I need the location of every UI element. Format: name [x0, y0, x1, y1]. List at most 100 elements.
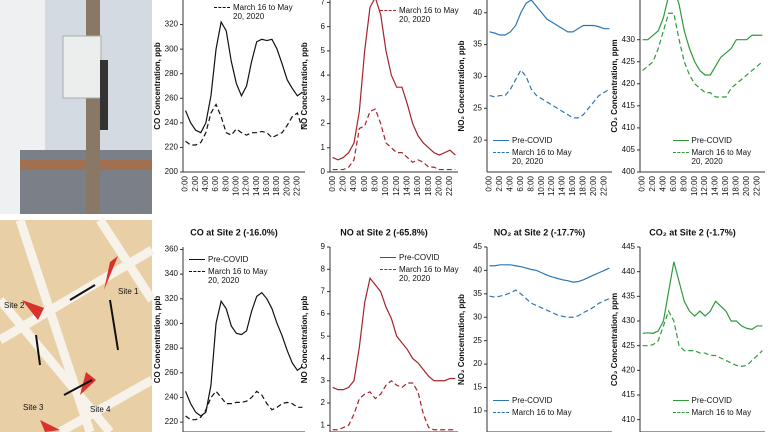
legend-entry: Pre-COVID — [672, 396, 753, 405]
x-tick-label: 8:00 — [370, 175, 379, 191]
legend-swatch — [214, 7, 230, 8]
y-tick-label: 280 — [165, 343, 179, 352]
chart-title: CO at Site 2 (-16.0%) — [190, 227, 278, 237]
legend-label: Pre-COVID — [208, 255, 249, 264]
x-tick-label: 20:00 — [434, 175, 443, 196]
y-tick-label: 220 — [165, 417, 179, 426]
legend-label: March 16 to May 20, 2020 — [399, 265, 459, 283]
y-tick-label: 320 — [165, 20, 179, 29]
legend-entry: Pre-COVID — [189, 255, 269, 264]
legend-label: Pre-COVID — [691, 136, 732, 145]
y-tick-label: 300 — [165, 319, 179, 328]
y-tick-label: 6 — [321, 22, 326, 31]
x-tick-label: 20:00 — [589, 175, 598, 196]
data-line — [332, 108, 456, 171]
legend-entry: March 16 to May 20, 2020 — [214, 3, 294, 21]
x-tick-label: 18:00 — [424, 175, 433, 196]
legend-entry: March 16 to May 20, 2020 — [493, 148, 573, 166]
y-tick-label: 9 — [321, 242, 326, 251]
y-tick-label: 260 — [165, 368, 179, 377]
x-tick-label: 8:00 — [526, 175, 535, 191]
x-tick-label: 20:00 — [742, 175, 751, 196]
legend: Pre-COVID March 16 to May 20, 2020 — [672, 136, 753, 169]
site-label: Site 4 — [90, 405, 111, 414]
legend-label: March 16 to May — [691, 408, 752, 417]
site-label: Site 1 — [118, 287, 139, 296]
legend-swatch — [493, 412, 509, 413]
x-tick-label: 10:00 — [231, 175, 240, 196]
y-tick-label: 3 — [321, 376, 326, 385]
y-tick-label: 20 — [473, 359, 482, 368]
x-tick-label: 2:00 — [338, 175, 347, 191]
y-tick-label: 7 — [321, 0, 326, 7]
y-tick-label: 30 — [473, 72, 482, 81]
y-tick-label: 200 — [165, 167, 179, 176]
y-tick-label: 410 — [622, 415, 636, 424]
x-tick-label: 4:00 — [659, 175, 668, 191]
x-tick-label: 0:00 — [181, 175, 190, 191]
legend: March 16 to May 20, 2020 — [380, 6, 460, 27]
legend-label: March 16 to May 20, 2020 — [399, 6, 459, 24]
legend-entry: Pre-COVID — [493, 136, 573, 145]
legend-label: Pre-COVID — [399, 253, 440, 262]
site-label: Site 3 — [23, 403, 44, 412]
y-tick-label: 45 — [473, 242, 482, 251]
legend-label: Pre-COVID — [512, 136, 553, 145]
data-line — [185, 390, 303, 421]
y-tick-label: 25 — [473, 336, 482, 345]
chart-title: NO at Site 2 (-65.8%) — [340, 227, 428, 237]
x-tick-label: 18:00 — [272, 175, 281, 196]
x-tick-label: 2:00 — [191, 175, 200, 191]
x-tick-label: 16:00 — [262, 175, 271, 196]
site-label: Site 2 — [4, 301, 25, 310]
x-tick-label: 10:00 — [381, 175, 390, 196]
y-tick-label: 405 — [622, 145, 636, 154]
x-tick-label: 12:00 — [392, 175, 401, 196]
legend-swatch — [189, 259, 205, 260]
data-line — [332, 276, 456, 391]
data-line — [642, 261, 763, 334]
x-tick-label: 0:00 — [485, 175, 494, 191]
x-tick-label: 12:00 — [547, 175, 556, 196]
data-line — [642, 0, 763, 76]
y-tick-label: 0 — [321, 167, 326, 176]
y-tick-label: 15 — [473, 383, 482, 392]
y-tick-label: 360 — [165, 245, 179, 254]
y-tick-label: 6 — [321, 309, 326, 318]
y-tick-label: 10 — [473, 406, 482, 415]
legend-swatch — [189, 271, 205, 272]
y-axis-label: NO₂ Concentration, ppb — [457, 294, 466, 385]
y-tick-label: 240 — [165, 393, 179, 402]
legend-entry: March 16 to May — [493, 408, 573, 417]
data-line — [332, 0, 456, 161]
legend-label: March 16 to May 20, 2020 — [512, 148, 572, 166]
x-tick-label: 2:00 — [495, 175, 504, 191]
y-tick-label: 430 — [622, 35, 636, 44]
legend-label: March 16 to May 20, 2020 — [208, 267, 268, 285]
x-tick-label: 6:00 — [669, 175, 678, 191]
x-tick-label: 14:00 — [711, 175, 720, 196]
y-tick-label: 35 — [473, 289, 482, 298]
legend-label: March 16 to May — [512, 408, 572, 417]
x-tick-label: 12:00 — [700, 175, 709, 196]
legend-swatch — [672, 152, 689, 153]
y-axis-label: CO Concentration, ppb — [153, 42, 162, 130]
legend-label: Pre-COVID — [691, 396, 732, 405]
legend-entry: Pre-COVID — [672, 136, 753, 145]
y-tick-label: 4 — [321, 354, 326, 363]
y-tick-label: 415 — [622, 390, 636, 399]
x-tick-label: 16:00 — [568, 175, 577, 196]
y-tick-label: 35 — [473, 40, 482, 49]
y-tick-label: 30 — [473, 312, 482, 321]
y-tick-label: 320 — [165, 294, 179, 303]
x-tick-label: 8:00 — [221, 175, 230, 191]
y-tick-label: 7 — [321, 287, 326, 296]
x-tick-label: 16:00 — [721, 175, 730, 196]
y-tick-label: 1 — [321, 143, 326, 152]
legend-entry: March 16 to May 20, 2020 — [380, 265, 460, 283]
x-tick-label: 14:00 — [402, 175, 411, 196]
data-line — [642, 309, 763, 367]
x-tick-label: 22:00 — [292, 175, 301, 196]
x-tick-label: 18:00 — [578, 175, 587, 196]
